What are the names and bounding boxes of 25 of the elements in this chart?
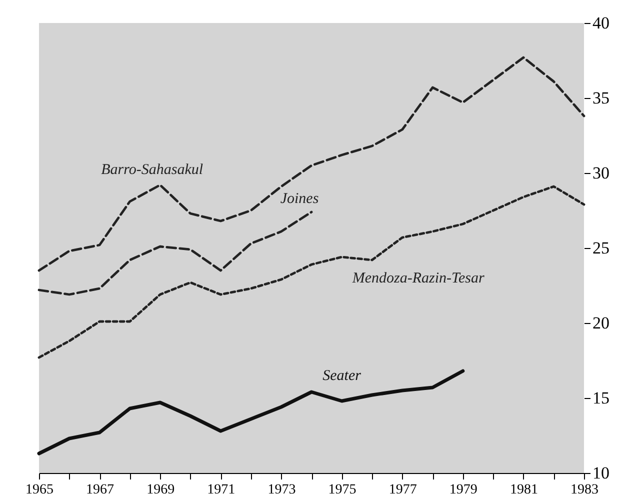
y-tick-label: 30 <box>592 164 610 182</box>
series-label: Mendoza-Razin-Tesar <box>351 270 484 286</box>
x-tick-label: 1971 <box>207 482 236 498</box>
line-series <box>37 369 465 456</box>
y-tick-label: 40 <box>592 14 610 32</box>
y-tick-label: 10 <box>592 464 610 482</box>
x-tick-label: 1965 <box>26 482 54 498</box>
x-tick-label: 1977 <box>388 482 417 498</box>
y-tick-label: 20 <box>592 314 610 332</box>
x-tick-label: 1983 <box>570 482 598 498</box>
x-tick-label: 1981 <box>510 482 538 498</box>
x-tick-label: 1967 <box>86 482 114 498</box>
series-label: Barro-Sahasakul <box>101 162 204 178</box>
x-tick-label: 1969 <box>146 482 175 498</box>
line-series <box>38 185 586 359</box>
line-series <box>38 56 586 272</box>
y-tick-label: 15 <box>592 388 610 408</box>
x-tick-label: 1979 <box>449 482 478 498</box>
y-tick-label: 25 <box>592 238 610 258</box>
x-tick-label: 1973 <box>268 482 296 498</box>
line-series <box>38 210 313 296</box>
series-label: Joines <box>280 191 319 207</box>
series-label: Seater <box>322 368 362 384</box>
y-tick-label: 35 <box>592 88 610 108</box>
x-tick-label: 1975 <box>328 482 356 498</box>
